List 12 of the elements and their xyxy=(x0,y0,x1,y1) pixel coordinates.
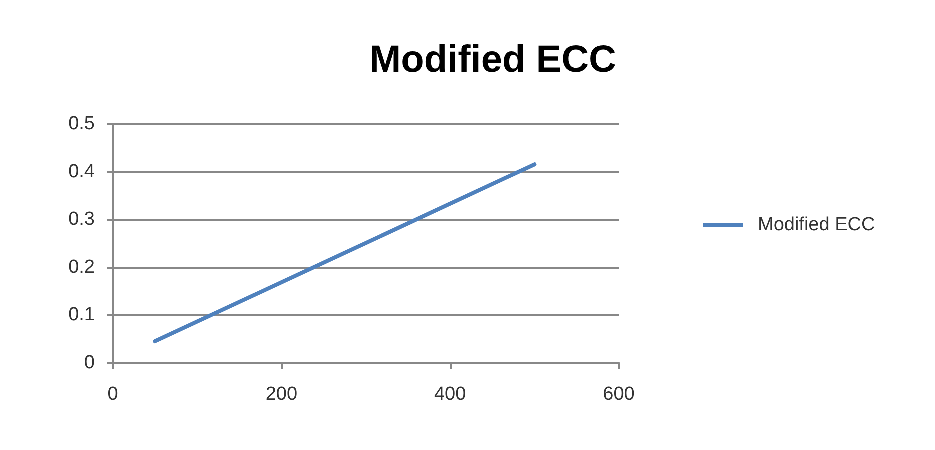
y-tick-label: 0 xyxy=(84,352,95,374)
y-tick-label: 0.3 xyxy=(68,209,95,230)
y-tick-label: 0.1 xyxy=(68,304,95,326)
x-tick-label: 200 xyxy=(266,384,298,405)
x-tick-label: 400 xyxy=(434,384,466,405)
chart-title: Modified ECC xyxy=(370,39,616,81)
x-tick-label: 0 xyxy=(108,384,118,405)
legend-label: Modified ECC xyxy=(758,214,876,236)
y-tick-label: 0.2 xyxy=(68,256,95,278)
x-tick-label: 600 xyxy=(603,384,635,405)
y-tick-label: 0.5 xyxy=(68,114,95,134)
y-tick-label: 0.4 xyxy=(68,161,96,182)
